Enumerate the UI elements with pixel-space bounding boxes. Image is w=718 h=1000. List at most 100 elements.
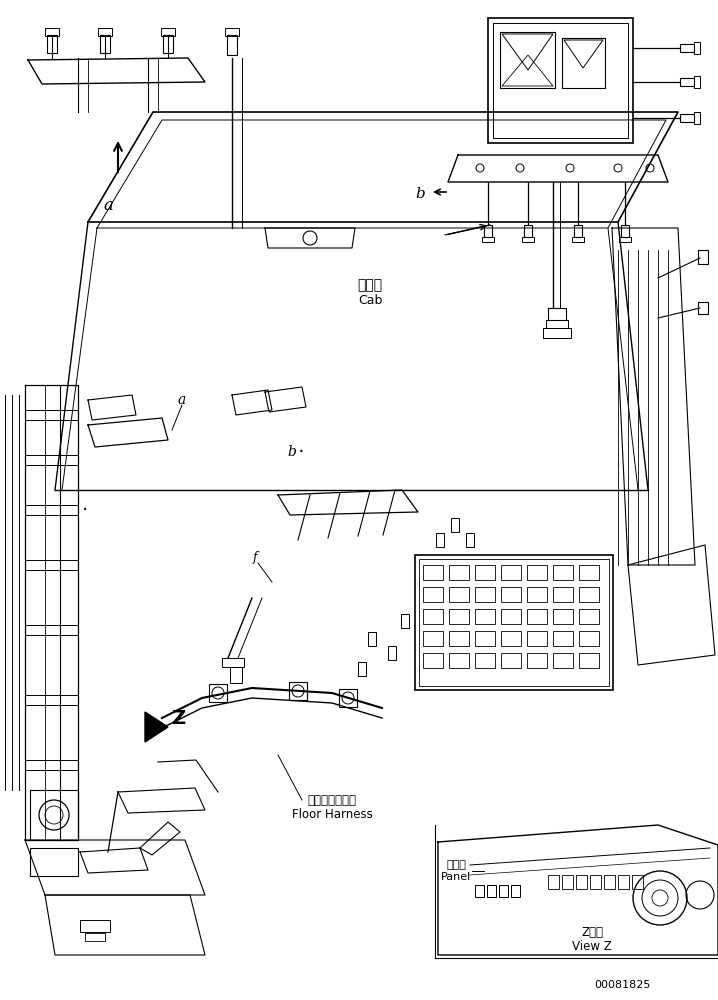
Bar	[227, 35, 237, 55]
Bar	[511, 885, 520, 897]
Bar	[694, 112, 700, 124]
Bar	[501, 631, 521, 646]
Text: キャブ: キャブ	[358, 278, 383, 292]
Bar	[436, 533, 444, 547]
Bar	[694, 76, 700, 88]
Bar	[499, 885, 508, 897]
Bar	[209, 684, 227, 702]
Bar	[579, 609, 599, 624]
Bar	[475, 885, 484, 897]
Bar	[632, 875, 643, 889]
Bar	[163, 35, 173, 53]
Bar	[562, 875, 573, 889]
Bar	[449, 631, 469, 646]
Bar	[553, 565, 573, 580]
Bar	[579, 565, 599, 580]
Text: ·: ·	[82, 500, 88, 520]
Text: Z: Z	[171, 708, 185, 728]
Bar	[475, 631, 495, 646]
Text: パネル: パネル	[446, 860, 466, 870]
Bar	[579, 587, 599, 602]
Bar	[466, 533, 474, 547]
Bar	[449, 587, 469, 602]
Bar	[449, 565, 469, 580]
Text: f: f	[253, 552, 257, 564]
Bar	[85, 933, 105, 941]
Bar	[501, 565, 521, 580]
Bar	[527, 609, 547, 624]
Bar	[100, 35, 110, 53]
Bar	[161, 28, 175, 36]
Bar	[680, 78, 694, 86]
Bar	[230, 667, 242, 683]
Bar	[574, 225, 582, 237]
Bar	[449, 653, 469, 668]
Bar	[289, 682, 307, 700]
Text: a: a	[103, 196, 113, 214]
Text: フロアハーネス: フロアハーネス	[307, 794, 357, 806]
Bar	[368, 632, 376, 646]
Bar	[572, 237, 584, 242]
Bar	[619, 237, 631, 242]
Bar	[475, 609, 495, 624]
Text: View Z: View Z	[572, 940, 612, 952]
Bar	[482, 237, 494, 242]
Text: Panel: Panel	[441, 872, 471, 882]
Bar	[546, 320, 568, 328]
Text: 00081825: 00081825	[594, 980, 651, 990]
Polygon shape	[145, 712, 168, 742]
Text: b: b	[415, 187, 425, 201]
Text: a: a	[178, 393, 186, 407]
Text: ·: ·	[292, 442, 304, 462]
Bar	[576, 875, 587, 889]
Bar	[493, 23, 628, 138]
Bar	[98, 28, 112, 36]
Text: b: b	[288, 445, 297, 459]
Bar	[621, 225, 629, 237]
Bar	[527, 653, 547, 668]
Bar	[694, 42, 700, 54]
Bar	[225, 28, 239, 36]
Bar	[484, 225, 492, 237]
Bar	[47, 35, 57, 53]
Bar	[339, 689, 357, 707]
Bar	[475, 565, 495, 580]
Bar	[419, 559, 609, 686]
Text: Z　視: Z 視	[581, 926, 603, 938]
Bar	[618, 875, 629, 889]
Bar	[553, 653, 573, 668]
Bar	[579, 631, 599, 646]
Bar	[522, 237, 534, 242]
Bar	[45, 28, 59, 36]
Bar	[475, 587, 495, 602]
Bar	[527, 631, 547, 646]
Bar	[80, 920, 110, 932]
Bar	[680, 44, 694, 52]
Bar	[415, 555, 613, 690]
Bar	[501, 587, 521, 602]
Bar	[401, 614, 409, 628]
Bar	[388, 646, 396, 660]
Bar	[548, 308, 566, 320]
Bar	[423, 565, 443, 580]
Text: Floor Harness: Floor Harness	[292, 808, 373, 822]
Bar	[475, 653, 495, 668]
Bar	[524, 225, 532, 237]
Bar	[423, 631, 443, 646]
Bar	[527, 565, 547, 580]
Bar	[423, 609, 443, 624]
Bar	[423, 653, 443, 668]
Bar	[548, 875, 559, 889]
Text: Cab: Cab	[358, 294, 382, 306]
Bar	[501, 609, 521, 624]
Bar	[553, 609, 573, 624]
Bar	[698, 302, 708, 314]
Bar	[449, 609, 469, 624]
Bar	[590, 875, 601, 889]
Bar	[222, 658, 244, 667]
Bar	[30, 848, 78, 876]
Bar	[451, 518, 459, 532]
Bar	[501, 653, 521, 668]
Bar	[553, 631, 573, 646]
Bar	[579, 653, 599, 668]
